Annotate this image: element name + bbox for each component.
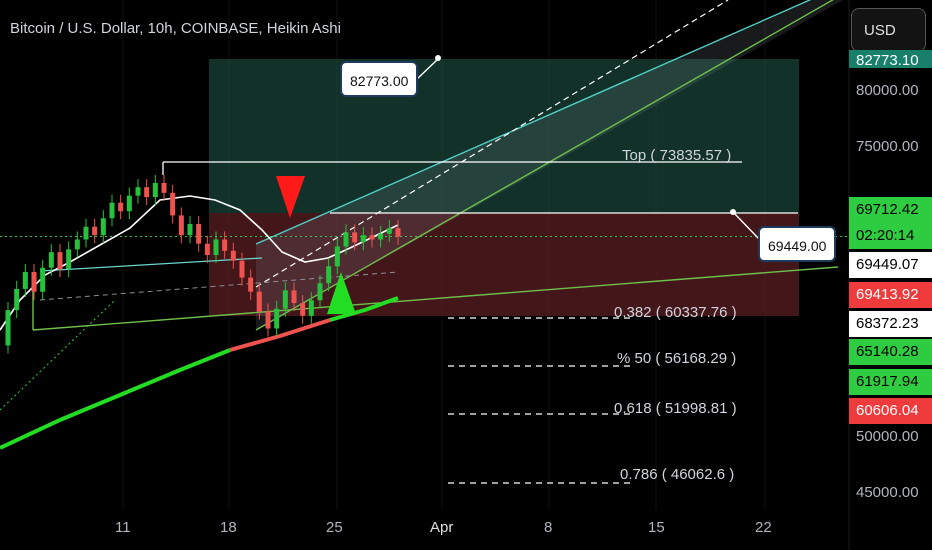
top-level-label: Top ( 73835.57 ) (622, 147, 732, 164)
candle-body (334, 246, 340, 267)
candle-body (204, 243, 210, 256)
price-tag-last: 69712.42 (849, 197, 932, 223)
moving-average-red (229, 318, 331, 352)
candle-body (126, 195, 132, 212)
candle-body (230, 250, 236, 261)
price-tag-red: 69413.92 (849, 282, 932, 308)
trend-line (39, 257, 263, 272)
candle-body (74, 239, 80, 250)
price-tag-green: 61917.94 (849, 369, 932, 395)
candle-body (5, 310, 11, 346)
candle-body (83, 226, 89, 240)
price-tag-red: 60606.04 (849, 398, 932, 424)
candle-body (161, 182, 167, 193)
candle-body (274, 308, 280, 329)
candle-body (256, 291, 262, 312)
candle-body (369, 235, 375, 240)
candle-body (109, 202, 115, 219)
dotted-trend-line (0, 299, 116, 411)
x-axis-tick: 11 (115, 519, 131, 536)
candle-body (222, 239, 228, 251)
y-axis-tick: 50000.00 (856, 428, 919, 445)
buy-signal-marker (327, 272, 356, 314)
loss-zone (209, 213, 799, 316)
candle-body (170, 192, 176, 216)
x-axis-tick: 15 (648, 519, 665, 536)
candle-body (187, 223, 193, 236)
fib-level-label: % 50 ( 56168.29 ) (617, 350, 737, 367)
fib-level-label: 0.382 ( 60337.76 ) (614, 304, 737, 321)
y-axis-tick: 75000.00 (856, 138, 919, 155)
candle-body (300, 303, 306, 316)
candle-body (282, 290, 288, 309)
candle-body (178, 215, 184, 236)
candle-body (213, 239, 219, 256)
candle-body (144, 187, 150, 198)
candle-body (14, 288, 20, 311)
callout-anchor (435, 55, 441, 61)
candle-body (291, 290, 297, 304)
x-axis-tick: 18 (220, 519, 237, 536)
candle-body (22, 271, 28, 289)
candle-body (395, 228, 401, 237)
candle-body (152, 182, 158, 198)
candle-body (40, 267, 46, 292)
price-tag-green: 65140.28 (849, 339, 932, 365)
channel-mid-line (255, 0, 729, 288)
candle-body (31, 271, 37, 292)
target-price-callout[interactable]: 82773.00 (340, 61, 419, 97)
price-tag-white: 68372.23 (849, 311, 932, 337)
y-axis-tick: 45000.00 (856, 484, 919, 501)
candle-body (386, 228, 392, 234)
candle-body (317, 283, 323, 301)
candle-body (196, 223, 202, 244)
moving-average-green (329, 296, 399, 322)
chart-title: Bitcoin / U.S. Dollar, 10h, COINBASE, He… (10, 20, 341, 37)
dashed-line (39, 271, 399, 301)
candle-body (92, 226, 98, 236)
x-axis-tick: 25 (326, 519, 343, 536)
candle-body (66, 249, 72, 270)
channel-top-line (255, 0, 812, 245)
candle-body (248, 277, 254, 292)
candle-body (326, 266, 332, 284)
candle-body (352, 232, 358, 243)
price-tag-entry: 69449.07 (849, 252, 932, 278)
candle-body (135, 187, 141, 196)
callout-leader (415, 58, 439, 81)
fib-level-label: 0.618 ( 51998.81 ) (614, 400, 737, 417)
countdown-tag: 02:20:14 (849, 223, 932, 249)
candle-body (239, 260, 245, 278)
x-axis-tick: Apr (430, 519, 454, 536)
candle-body (118, 202, 124, 212)
callout-leader (732, 211, 761, 241)
callout-anchor (730, 209, 736, 215)
x-axis-tick: 22 (755, 519, 772, 536)
entry-price-callout[interactable]: 69449.00 (758, 226, 837, 262)
candle-body (343, 232, 349, 247)
candle-body (308, 300, 314, 316)
price-tag-target: 82773.10 (849, 50, 932, 68)
trend-line (32, 266, 839, 331)
currency-selector-button[interactable]: USD (851, 8, 926, 52)
moving-average-green (0, 348, 231, 450)
channel-bottom-line (255, 0, 834, 331)
sell-signal-marker (276, 176, 305, 218)
candle-body (100, 218, 106, 236)
candle-body (57, 252, 63, 270)
candle-body (378, 233, 384, 240)
candle-body (360, 235, 366, 243)
x-axis-tick: 8 (544, 519, 553, 536)
fib-level-label: 0.786 ( 46062.6 ) (620, 466, 735, 483)
candle-body (48, 252, 54, 268)
candle-body (265, 311, 271, 329)
y-axis-tick: 80000.00 (856, 82, 919, 99)
